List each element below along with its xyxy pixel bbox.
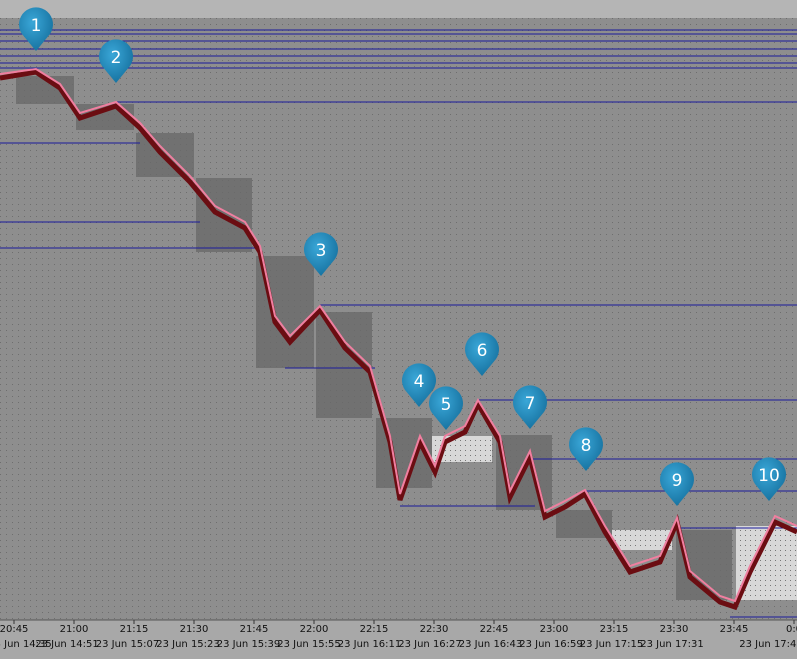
pin-label: 4 — [414, 372, 425, 392]
pin-shape — [18, 7, 53, 51]
time-label: 23:45 — [720, 624, 749, 635]
time-label: 0:0 — [786, 624, 797, 635]
pin-label: 1 — [31, 16, 42, 36]
pin-shape — [751, 457, 786, 501]
pin-shape — [568, 427, 604, 471]
time-label: 22:30 — [420, 624, 449, 635]
time-label: 23:00 — [540, 624, 569, 635]
pin-label: 8 — [581, 436, 592, 456]
date-label: 23 Jun 15:23 — [156, 639, 220, 650]
pin-shape — [660, 462, 694, 506]
pin-label: 2 — [111, 48, 122, 68]
date-label: 23 Jun 15:55 — [277, 639, 341, 650]
pin-label: 9 — [672, 471, 683, 491]
date-label: 23 Jun 17:15 — [580, 639, 644, 650]
price-candles — [0, 69, 797, 611]
marker-pin: 6 — [464, 332, 499, 376]
pin-label: 10 — [758, 466, 780, 486]
time-label: 22:00 — [300, 624, 329, 635]
date-label: 23 Jun 16:59 — [519, 639, 583, 650]
time-label: 21:45 — [240, 624, 269, 635]
date-label: 23 Jun 16:43 — [459, 639, 523, 650]
date-label: 23 Jun 14:35 — [0, 639, 52, 650]
time-label: 22:45 — [480, 624, 509, 635]
time-label: 23:30 — [660, 624, 689, 635]
marker-pin: 9 — [660, 462, 694, 506]
marker-pin: 4 — [402, 363, 437, 407]
time-label: 23:15 — [600, 624, 629, 635]
date-label: 23 Jun 16:11 — [338, 639, 402, 650]
marker-pin: 3 — [304, 232, 338, 276]
date-label: 23 Jun 15:39 — [217, 639, 281, 650]
time-label: 21:30 — [180, 624, 209, 635]
date-label: 23 Jun 15:07 — [96, 639, 160, 650]
marker-pin: 2 — [98, 39, 133, 83]
markers: 1 2 3 45 6 7 8 9 10 — [18, 7, 786, 506]
marker-pin: 7 — [513, 385, 548, 429]
time-label: 22:15 — [360, 624, 389, 635]
pin-label: 6 — [477, 341, 488, 361]
marker-pin: 10 — [751, 457, 786, 501]
date-label: 23 Jun 17:31 — [640, 639, 704, 650]
pin-label: 5 — [441, 395, 452, 415]
pin-label: 3 — [316, 241, 327, 261]
top-strip — [0, 0, 797, 18]
date-label: 23 Jun 17:47 — [739, 639, 797, 650]
date-label: 23 Jun 16:27 — [398, 639, 462, 650]
marker-pin: 8 — [568, 427, 604, 471]
price-average — [0, 67, 797, 603]
marker-pin: 1 — [18, 7, 53, 51]
pin-label: 7 — [525, 394, 536, 414]
time-axis — [0, 620, 797, 659]
date-label: 23 Jun 14:51 — [35, 639, 99, 650]
marker-pin: 5 — [429, 386, 463, 430]
time-label: 21:15 — [120, 624, 149, 635]
pin-shape — [304, 232, 338, 276]
time-labels: 20:45 21:00 21:15 21:30 21:45 22:00 22:15 22:30… — [0, 620, 797, 650]
time-label: 20:45 — [0, 624, 28, 635]
time-label: 21:00 — [60, 624, 89, 635]
pin-shape — [429, 386, 463, 430]
pin-shape — [98, 39, 133, 83]
pin-shape — [513, 385, 548, 429]
pin-shape — [464, 332, 499, 376]
pin-shape — [402, 363, 437, 407]
